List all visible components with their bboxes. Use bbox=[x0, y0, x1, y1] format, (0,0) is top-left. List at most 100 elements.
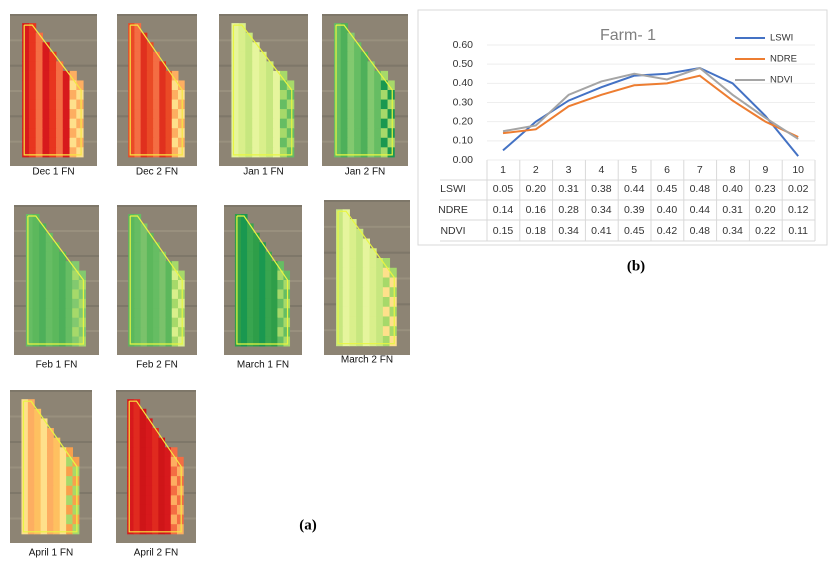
thumbnail-pixel bbox=[376, 258, 384, 269]
thumbnail-pixel bbox=[153, 99, 160, 110]
thumbnail-pixel bbox=[134, 298, 142, 309]
thumbnail-pixel bbox=[259, 327, 266, 338]
field-boundary bbox=[128, 400, 182, 533]
thumbnail-pixel bbox=[369, 306, 377, 317]
thumbnail-pixel bbox=[336, 335, 344, 347]
thumbnail-pixel bbox=[277, 317, 284, 328]
thumbnail-pixel bbox=[32, 214, 40, 224]
thumbnail-pixel bbox=[234, 327, 242, 338]
thumbnail-pixel bbox=[334, 32, 342, 43]
thumbnail-pixel bbox=[165, 90, 173, 101]
thumbnail-pixel bbox=[231, 32, 239, 43]
thumbnail-pixel bbox=[53, 514, 61, 525]
thumbnail-pixel bbox=[22, 109, 30, 120]
thumbnail-pixel bbox=[35, 42, 43, 53]
thumbnail-pixel bbox=[140, 280, 148, 290]
thumbnail-pixel bbox=[342, 267, 350, 278]
table-value: 0.45 bbox=[624, 225, 645, 237]
thumbnail-pixel bbox=[72, 466, 80, 477]
thumbnail-pixel bbox=[245, 70, 253, 81]
thumbnail-texture bbox=[117, 39, 197, 42]
thumbnail bbox=[219, 14, 308, 166]
thumbnail-pixel bbox=[159, 280, 167, 290]
thumbnail-pixel bbox=[234, 317, 242, 328]
thumbnail-pixel bbox=[32, 289, 40, 300]
table-value: 0.15 bbox=[493, 225, 514, 237]
thumbnail-pixel bbox=[139, 447, 147, 458]
thumbnail-caption: April 1 FN bbox=[29, 548, 73, 559]
thumbnail-pixel bbox=[171, 261, 179, 272]
thumbnail-pixel bbox=[78, 280, 86, 290]
thumbnail-pixel bbox=[387, 147, 395, 158]
thumbnail-pixel bbox=[53, 476, 61, 487]
thumbnail-pixel bbox=[153, 51, 160, 62]
thumbnail-pixel bbox=[347, 118, 355, 129]
table-value: 0.34 bbox=[722, 225, 743, 237]
thumbnail-pixel bbox=[58, 317, 67, 328]
thumbnail-pixel bbox=[34, 485, 42, 496]
thumbnail-pixel bbox=[165, 147, 173, 158]
thumbnail-pixel bbox=[367, 80, 375, 91]
thumbnail-texture bbox=[116, 415, 196, 418]
thumbnail-pixel bbox=[35, 147, 43, 158]
thumbnail-pixel bbox=[380, 137, 389, 148]
table-value: 0.14 bbox=[493, 204, 514, 216]
thumbnail-pixel bbox=[165, 317, 173, 328]
thumbnail-pixel bbox=[128, 317, 135, 328]
thumbnail-pixel bbox=[140, 308, 148, 319]
thumbnail-pixel bbox=[127, 524, 134, 535]
thumbnail-pixel bbox=[40, 524, 48, 535]
thumbnail-pixel bbox=[25, 336, 34, 347]
thumbnail-pixel bbox=[134, 80, 142, 91]
thumbnail-pixel bbox=[40, 504, 48, 516]
thumbnail-pixel bbox=[32, 261, 40, 272]
thumbnail-pixel bbox=[39, 261, 47, 272]
thumbnail-pixel bbox=[170, 495, 178, 506]
thumbnail-pixel bbox=[171, 298, 179, 309]
thumbnail-pixel bbox=[356, 267, 364, 278]
thumbnail-pixel bbox=[349, 335, 357, 347]
thumbnail-pixel bbox=[165, 80, 173, 91]
thumbnail-pixel bbox=[40, 456, 48, 467]
thumbnail-pixel bbox=[21, 428, 29, 439]
thumbnail-pixel bbox=[62, 80, 71, 91]
thumbnail-pixel bbox=[272, 137, 281, 148]
thumbnail-pixel bbox=[152, 495, 159, 506]
thumbnail-pixel bbox=[27, 476, 35, 487]
field-boundary bbox=[129, 24, 183, 156]
thumbnail-pixel bbox=[334, 90, 342, 101]
thumbnail-pixel bbox=[165, 109, 173, 120]
thumbnail-pixel bbox=[259, 261, 266, 272]
thumbnail-pixel bbox=[165, 308, 173, 319]
thumbnail-pixel bbox=[176, 466, 184, 477]
thumbnail-pixel bbox=[336, 277, 344, 288]
thumbnail-pixel bbox=[238, 128, 246, 139]
thumbnail-pixel bbox=[238, 42, 246, 53]
thumbnail-pixel bbox=[128, 61, 135, 72]
thumbnail-pixel bbox=[127, 476, 134, 487]
thumbnail-pixel bbox=[52, 298, 60, 309]
thumbnail-pixel bbox=[52, 280, 60, 290]
thumbnail-pixel bbox=[349, 277, 357, 288]
thumbnail-pixel bbox=[272, 90, 281, 101]
thumbnail-pixel bbox=[265, 298, 272, 309]
thumbnail-pixel bbox=[159, 298, 167, 309]
thumbnail-pixel bbox=[252, 128, 260, 139]
thumbnail-pixel bbox=[134, 242, 142, 253]
thumbnail-pixel bbox=[347, 70, 355, 81]
thumbnail-pixel bbox=[25, 317, 34, 328]
thumbnail-pixel bbox=[76, 80, 84, 91]
thumbnail-pixel bbox=[146, 317, 154, 328]
thumbnail-pixel bbox=[28, 51, 37, 62]
thumbnail-pixel bbox=[266, 70, 274, 81]
thumbnail-pixel bbox=[165, 99, 173, 110]
thumbnail-pixel bbox=[72, 336, 80, 347]
x-tick-label: 4 bbox=[598, 164, 604, 176]
thumbnail-pixel bbox=[177, 280, 185, 290]
thumbnail-pixel bbox=[360, 118, 368, 129]
thumbnail-pixel bbox=[140, 80, 148, 91]
thumbnail-pixel bbox=[159, 90, 167, 101]
thumbnail-pixel bbox=[40, 447, 48, 458]
thumbnail-pixel bbox=[362, 306, 370, 317]
thumbnail-pixel bbox=[277, 327, 284, 338]
